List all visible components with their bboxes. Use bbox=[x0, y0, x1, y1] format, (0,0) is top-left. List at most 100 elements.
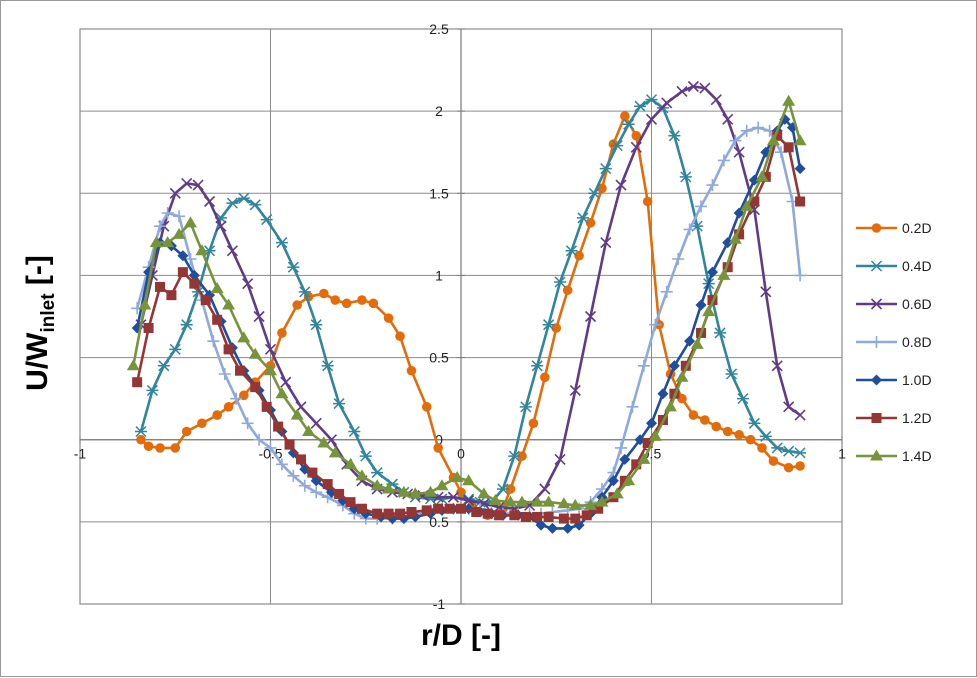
data-point-0-4d bbox=[782, 445, 795, 457]
data-point-0-2d bbox=[505, 484, 516, 494]
data-point-0-8d bbox=[794, 269, 807, 282]
data-point-1-4d bbox=[477, 487, 491, 499]
data-point-0-8d bbox=[230, 392, 243, 405]
series-layer bbox=[126, 80, 807, 534]
data-point-0-4d bbox=[249, 199, 262, 211]
data-point-1-0d bbox=[562, 522, 574, 534]
data-point-0-4d bbox=[748, 417, 761, 429]
data-point-0-8d bbox=[298, 479, 311, 492]
y-tick-label: 2 bbox=[435, 103, 443, 119]
data-point-1-4d bbox=[637, 452, 651, 464]
data-point-1-0d bbox=[684, 335, 696, 347]
data-point-0-6d bbox=[783, 401, 795, 413]
data-point-0-4d bbox=[611, 140, 624, 152]
data-point-1-2d bbox=[345, 497, 356, 508]
data-point-1-0d bbox=[188, 269, 200, 281]
data-point-0-2d bbox=[768, 456, 779, 466]
data-point-0-8d bbox=[207, 335, 220, 348]
data-point-0-4d bbox=[146, 384, 159, 396]
data-point-0-6d bbox=[794, 409, 806, 421]
data-point-1-2d bbox=[494, 510, 505, 521]
legend-marker-1-2d bbox=[871, 413, 882, 423]
data-point-1-4d bbox=[408, 487, 422, 499]
data-point-0-2d bbox=[239, 390, 249, 401]
x-tick-label: -1 bbox=[74, 446, 87, 462]
data-point-1-0d bbox=[722, 237, 734, 249]
data-point-0-4d bbox=[260, 214, 273, 226]
data-point-1-4d bbox=[515, 495, 529, 507]
data-point-0-4d bbox=[622, 118, 635, 130]
data-point-0-8d bbox=[706, 179, 719, 192]
data-point-0-2d bbox=[421, 402, 432, 412]
data-point-0-6d bbox=[226, 245, 238, 257]
data-point-1-4d bbox=[344, 457, 358, 469]
data-point-0-2d bbox=[574, 250, 584, 261]
data-point-1-4d bbox=[675, 370, 689, 382]
legend-label: 0.4D bbox=[902, 258, 932, 274]
data-point-1-2d bbox=[307, 467, 318, 478]
legend-item-0-4d: 0.4D bbox=[856, 258, 932, 274]
data-point-0-4d bbox=[435, 493, 448, 505]
legend-label: 1.4D bbox=[902, 448, 932, 464]
legend-marker-0-4d bbox=[870, 260, 883, 272]
data-point-0-6d bbox=[169, 187, 181, 199]
data-point-0-8d bbox=[672, 253, 685, 265]
data-point-1-2d bbox=[433, 503, 444, 514]
data-point-0-6d bbox=[645, 113, 658, 125]
data-point-0-4d bbox=[275, 237, 288, 249]
series-1-4d bbox=[126, 94, 807, 510]
data-point-0-8d bbox=[218, 368, 231, 380]
data-point-0-4d bbox=[576, 212, 589, 224]
legend-label: 1.2D bbox=[902, 410, 932, 426]
data-point-0-4d bbox=[321, 360, 334, 372]
data-point-1-4d bbox=[530, 495, 544, 507]
data-point-1-0d bbox=[668, 360, 680, 372]
data-point-0-4d bbox=[531, 360, 544, 372]
data-point-1-2d bbox=[772, 130, 783, 141]
data-point-1-2d bbox=[444, 503, 455, 514]
data-point-1-0d bbox=[177, 250, 189, 262]
series-line-1-4d bbox=[132, 100, 802, 507]
data-point-1-0d bbox=[695, 299, 707, 311]
data-point-0-2d bbox=[585, 218, 596, 228]
data-point-0-8d bbox=[310, 486, 323, 499]
data-point-1-2d bbox=[284, 439, 295, 450]
y-axis-title-unit: [-] bbox=[21, 255, 54, 293]
data-point-0-6d bbox=[676, 85, 688, 97]
y-tick-label: 1 bbox=[435, 267, 443, 283]
data-point-0-2d bbox=[136, 434, 146, 445]
y-axis-title-main: U/W bbox=[21, 332, 54, 391]
data-point-0-2d bbox=[540, 372, 550, 383]
data-point-1-2d bbox=[749, 196, 760, 207]
data-point-0-4d bbox=[736, 393, 749, 405]
y-tick-labels: -1 0.5 0 0.5 1 1.5 2 2.5 bbox=[429, 21, 449, 612]
data-point-0-6d bbox=[554, 453, 566, 465]
data-point-1-2d bbox=[166, 290, 177, 301]
data-point-0-2d bbox=[197, 418, 207, 429]
data-point-0-2d bbox=[795, 461, 805, 471]
data-point-0-6d bbox=[569, 384, 581, 396]
data-point-0-2d bbox=[700, 415, 710, 425]
data-point-1-4d bbox=[728, 232, 742, 244]
legend-item-0-8d: 0.8D bbox=[856, 334, 932, 350]
data-point-1-2d bbox=[143, 323, 154, 333]
data-point-1-2d bbox=[295, 454, 306, 465]
data-point-0-4d bbox=[542, 319, 555, 331]
data-point-0-4d bbox=[554, 276, 567, 288]
data-point-0-2d bbox=[395, 331, 405, 342]
y-axis-title-subscript: inlet bbox=[38, 293, 59, 333]
data-point-0-6d bbox=[215, 220, 227, 232]
data-point-1-4d bbox=[610, 487, 624, 499]
data-point-0-2d bbox=[223, 402, 234, 412]
data-point-0-2d bbox=[368, 298, 379, 309]
data-point-1-4d bbox=[557, 497, 571, 509]
data-point-0-6d bbox=[600, 237, 612, 249]
data-point-1-4d bbox=[290, 408, 304, 420]
data-point-1-2d bbox=[383, 508, 394, 519]
data-point-1-4d bbox=[755, 170, 769, 182]
data-point-0-4d bbox=[371, 467, 384, 479]
data-point-1-2d bbox=[235, 365, 246, 376]
data-point-0-8d bbox=[683, 223, 696, 236]
data-point-0-4d bbox=[333, 398, 346, 410]
data-point-1-0d bbox=[535, 519, 547, 531]
